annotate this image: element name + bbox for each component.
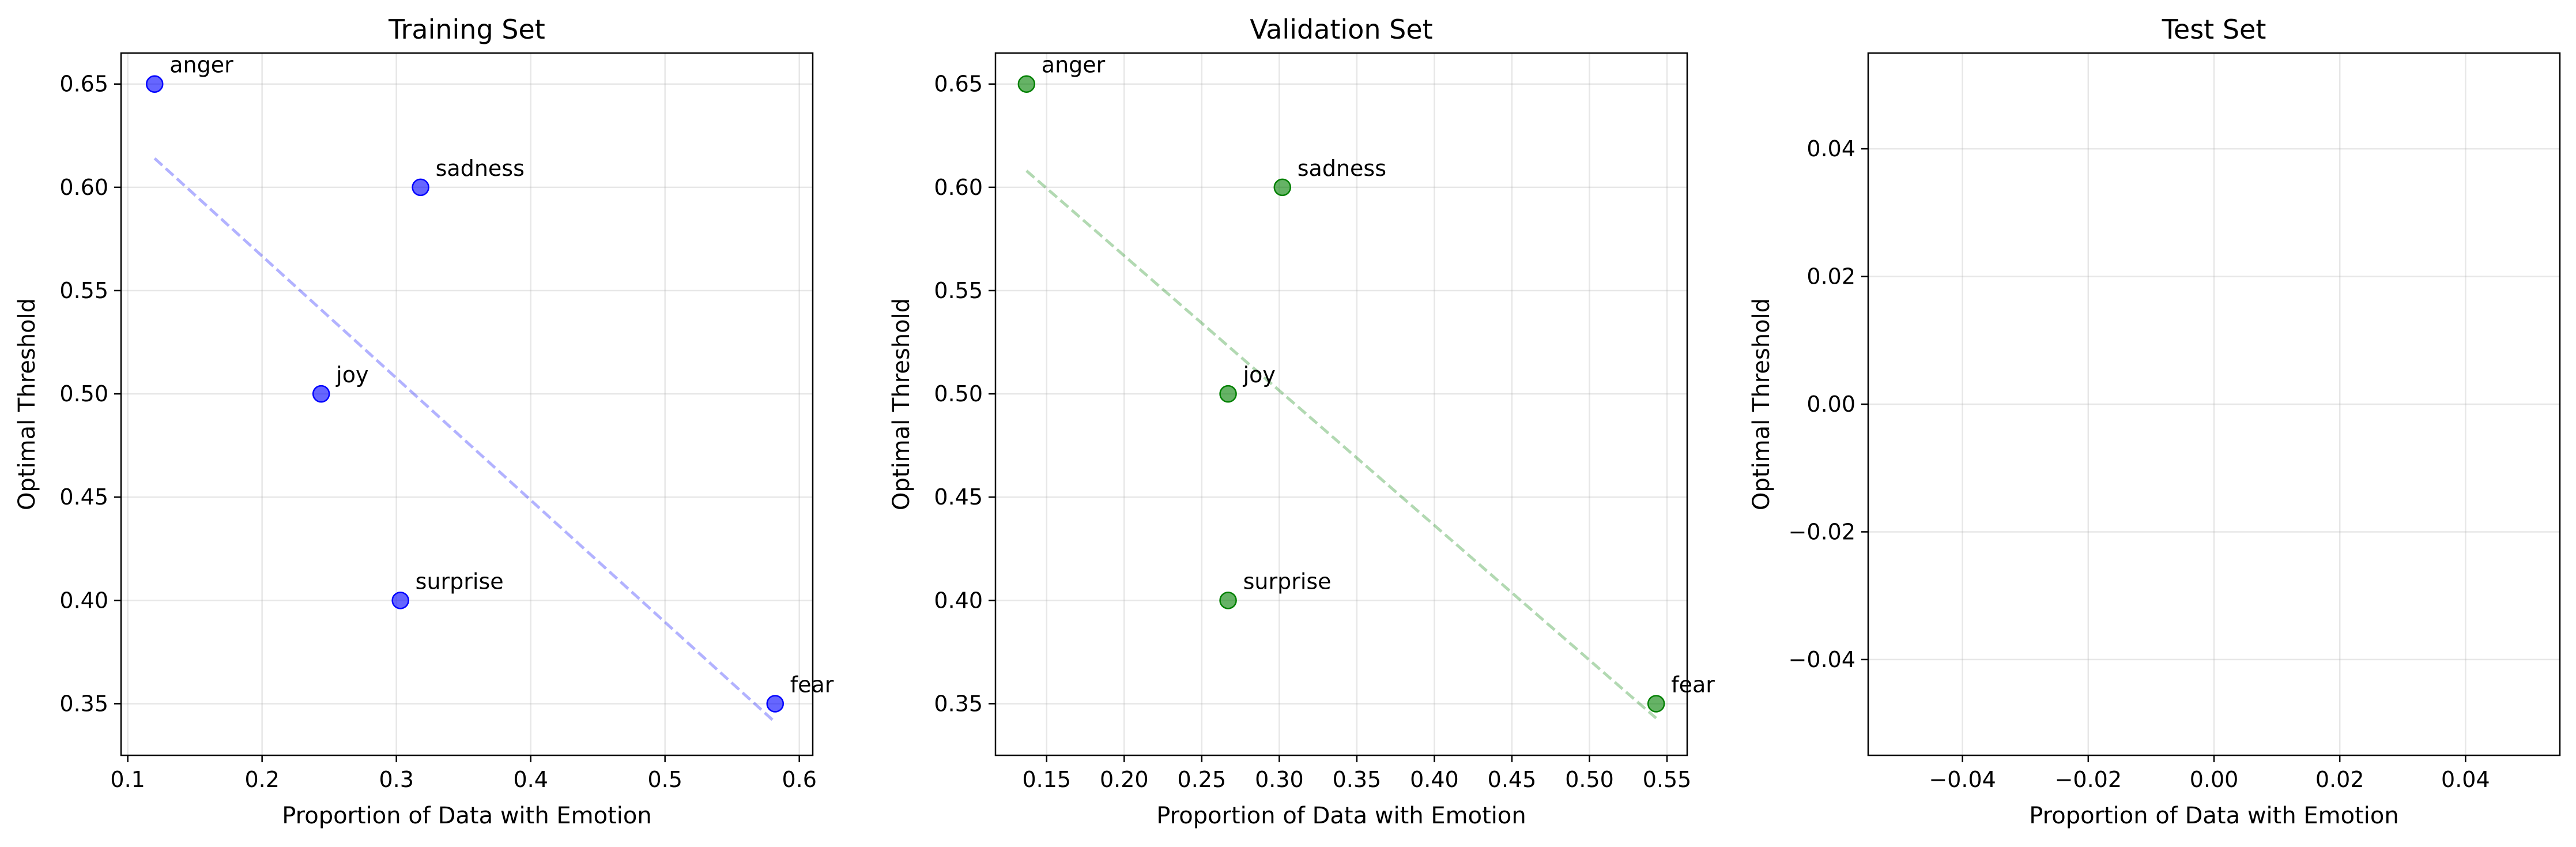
trend-line	[153, 157, 776, 724]
y-tick-label: 0.60	[59, 175, 108, 200]
point-label-sadness: sadness	[1298, 156, 1386, 181]
point-label-sadness: sadness	[436, 156, 525, 181]
point-label-fear: fear	[1671, 672, 1715, 697]
x-tick-label: 0.45	[1488, 767, 1537, 792]
point-label-anger: anger	[1042, 52, 1106, 78]
grid	[121, 53, 813, 755]
y-tick-label: 0.50	[934, 381, 983, 406]
y-tick-label: 0.45	[934, 484, 983, 510]
y-tick-label: 0.04	[1806, 136, 1855, 161]
x-tick-label: −0.02	[2055, 767, 2122, 792]
y-tick-label: 0.55	[934, 278, 983, 303]
grid	[995, 53, 1687, 755]
y-tick-label: 0.35	[59, 691, 108, 716]
x-tick-label: 0.2	[244, 767, 279, 792]
x-tick-label: 0.25	[1178, 767, 1227, 792]
x-tick-label: 0.20	[1100, 767, 1149, 792]
point-label-joy: joy	[335, 362, 368, 387]
x-tick-label: 0.6	[782, 767, 816, 792]
chart-title: Training Set	[388, 14, 545, 45]
y-tick-label: 0.65	[934, 71, 983, 97]
x-axis-label: Proportion of Data with Emotion	[282, 803, 652, 829]
x-tick-label: 0.55	[1643, 767, 1692, 792]
axes-frame	[120, 52, 814, 756]
grid	[1868, 53, 2560, 755]
y-tick-label: 0.02	[1806, 264, 1855, 289]
x-axis-label: Proportion of Data with Emotion	[1156, 803, 1526, 829]
x-tick-label: 0.40	[1410, 767, 1459, 792]
y-tick-label: 0.60	[934, 175, 983, 200]
data-point-anger	[1017, 75, 1036, 93]
y-tick-label: 0.45	[59, 484, 108, 510]
y-tick-label: 0.40	[934, 588, 983, 613]
x-tick-label: 0.35	[1333, 767, 1382, 792]
data-point-joy	[1219, 385, 1237, 403]
validation-set-panel: Validation Set Proportion of Data with E…	[888, 14, 1715, 829]
x-tick-label: 0.30	[1255, 767, 1304, 792]
data-point-anger	[146, 75, 164, 93]
test-set-panel: Test Set Proportion of Data with Emotion…	[1748, 14, 2561, 829]
chart-title: Test Set	[2162, 14, 2266, 45]
y-tick-label: 0.55	[59, 278, 108, 303]
point-label-surprise: surprise	[416, 569, 504, 594]
y-axis-label: Optimal Threshold	[14, 298, 40, 510]
y-axis-label: Optimal Threshold	[888, 298, 915, 510]
data-point-joy	[312, 385, 330, 403]
chart-title: Validation Set	[1250, 14, 1432, 45]
y-tick-label: 0.65	[59, 71, 108, 97]
x-tick-label: 0.3	[379, 767, 413, 792]
y-tick-label: 0.40	[59, 588, 108, 613]
x-axis-label: Proportion of Data with Emotion	[2029, 803, 2399, 829]
data-point-surprise	[391, 592, 409, 609]
trend-line	[1025, 170, 1657, 720]
y-tick-label: 0.00	[1806, 391, 1855, 417]
training-set-panel: Training Set Proportion of Data with Emo…	[14, 14, 834, 829]
data-point-sadness	[412, 178, 429, 197]
y-axis-label: Optimal Threshold	[1748, 298, 1775, 510]
x-tick-label: 0.04	[2441, 767, 2490, 792]
point-label-surprise: surprise	[1243, 569, 1332, 594]
x-tick-label: 0.00	[2190, 767, 2239, 792]
x-tick-label: 0.15	[1022, 767, 1071, 792]
y-tick-label: 0.50	[59, 381, 108, 406]
y-tick-label: −0.04	[1789, 647, 1855, 672]
point-label-joy: joy	[1243, 362, 1276, 387]
x-tick-label: 0.4	[513, 767, 548, 792]
point-label-anger: anger	[169, 52, 233, 78]
x-tick-label: 0.1	[110, 767, 145, 792]
data-point-fear	[1647, 695, 1665, 713]
x-tick-label: 0.50	[1565, 767, 1614, 792]
axes-frame	[994, 52, 1688, 756]
x-tick-label: 0.5	[647, 767, 682, 792]
axes-frame	[1867, 52, 2561, 756]
x-tick-label: 0.02	[2315, 767, 2364, 792]
x-tick-label: −0.04	[1929, 767, 1996, 792]
y-tick-label: −0.02	[1789, 519, 1855, 544]
data-point-fear	[766, 695, 785, 713]
data-point-sadness	[1273, 178, 1292, 197]
data-point-surprise	[1219, 592, 1237, 609]
y-tick-label: 0.35	[934, 691, 983, 716]
